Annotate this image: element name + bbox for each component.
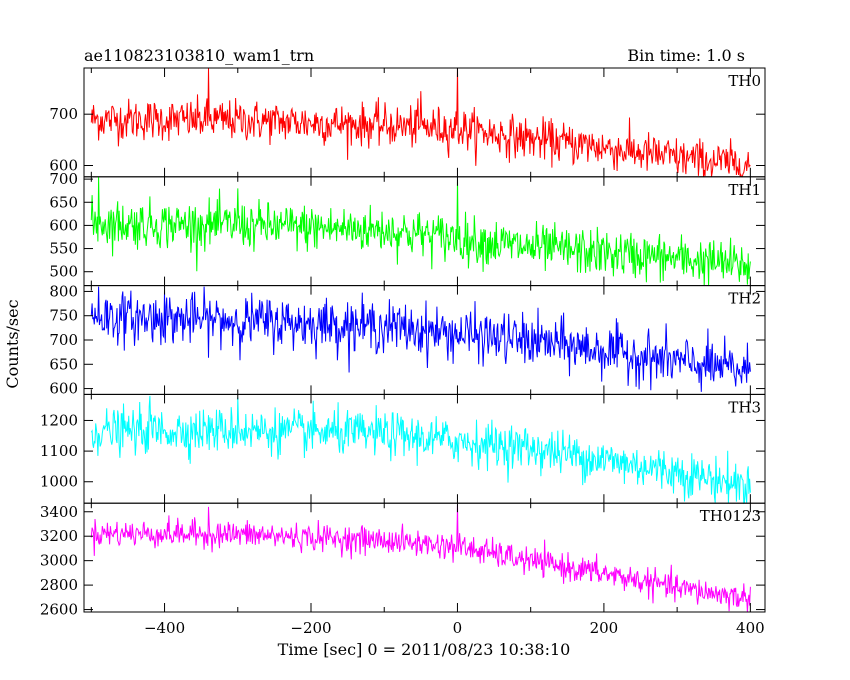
panel-th3: 1000 1100 1200 TH3 <box>40 393 766 505</box>
panel-th2: 600 650 700 750 800 TH2 <box>49 282 766 398</box>
panel-th0123: 2600 2800 3000 3200 3400 TH0123 <box>40 502 766 619</box>
y-tick-label: 600 <box>49 216 78 234</box>
panels-group: 600700TH0500550600650700TH16006507007508… <box>40 67 766 619</box>
y-tick-label: 650 <box>49 355 78 373</box>
x-tick-label: 400 <box>736 619 765 637</box>
series-line-th1 <box>90 176 751 286</box>
panel-frame <box>83 502 766 613</box>
y-tick-label: 700 <box>49 170 78 188</box>
series-line-th3 <box>90 395 751 505</box>
y-tick-label: 600 <box>49 380 78 398</box>
y-tick-label: 550 <box>49 240 78 258</box>
y-tick-label: 1200 <box>40 411 78 429</box>
panel-label-th0123: TH0123 <box>700 507 761 525</box>
panel-label-th3: TH3 <box>728 398 761 416</box>
series-line-th2 <box>90 286 751 392</box>
x-axis-label: Time [sec] 0 = 2011/08/23 10:38:10 <box>278 640 571 659</box>
y-axis-label: Counts/sec <box>3 299 22 388</box>
y-tick-label: 1100 <box>40 442 78 460</box>
y-tick-label: 2600 <box>40 601 78 619</box>
y-tick-label: 3200 <box>40 527 78 545</box>
x-tick-label: −400 <box>144 619 185 637</box>
y-tick-label: 600 <box>49 157 78 175</box>
y-tick-label: 750 <box>49 307 78 325</box>
x-tick-labels: −400 −200 0 200 400 <box>144 619 765 637</box>
bin-time-label: Bin time: 1.0 s <box>627 46 745 65</box>
panel-th0: 600 700 TH0 <box>49 67 766 178</box>
y-tick-label: 3000 <box>40 552 78 570</box>
y-tick-label: 800 <box>49 282 78 300</box>
panel-label-th0: TH0 <box>728 72 761 90</box>
series-line-th0 <box>90 67 751 178</box>
panel-th1: 500 550 600 650 700 TH1 <box>49 170 766 287</box>
y-tick-label: 650 <box>49 193 78 211</box>
series-line-th0123 <box>90 504 751 613</box>
x-tick-label: −200 <box>290 619 331 637</box>
y-tick-label: 500 <box>49 263 78 281</box>
y-tick-label: 1000 <box>40 473 78 491</box>
x-tick-label: 0 <box>453 619 463 637</box>
y-tick-label: 700 <box>49 105 78 123</box>
y-tick-label: 3400 <box>40 503 78 521</box>
y-tick-label: 700 <box>49 331 78 349</box>
panel-label-th1: TH1 <box>728 181 761 199</box>
x-tick-label: 200 <box>590 619 619 637</box>
y-tick-label: 2800 <box>40 576 78 594</box>
chart-title: ae110823103810_wam1_trn <box>84 46 314 65</box>
panel-label-th2: TH2 <box>728 290 761 308</box>
